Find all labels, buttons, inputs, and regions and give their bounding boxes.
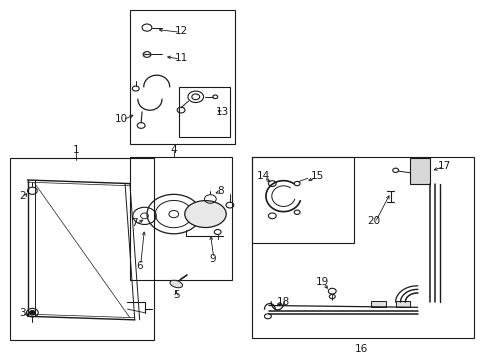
Text: 11: 11 xyxy=(174,53,187,63)
Bar xyxy=(251,157,353,243)
Text: 12: 12 xyxy=(174,26,187,36)
Text: 8: 8 xyxy=(216,186,223,196)
Bar xyxy=(10,158,154,339)
Text: 4: 4 xyxy=(170,144,177,154)
Text: 7: 7 xyxy=(131,218,138,228)
Ellipse shape xyxy=(184,201,226,228)
Text: 1: 1 xyxy=(73,144,80,154)
Bar xyxy=(130,10,234,144)
Text: 3: 3 xyxy=(20,308,26,318)
Text: 13: 13 xyxy=(216,107,229,117)
Text: 19: 19 xyxy=(315,277,328,287)
Text: 17: 17 xyxy=(437,161,450,171)
Bar xyxy=(130,157,232,280)
Text: 5: 5 xyxy=(173,290,179,300)
Bar xyxy=(395,301,409,307)
Bar xyxy=(178,87,229,137)
Circle shape xyxy=(29,311,35,315)
Text: 2: 2 xyxy=(20,191,26,201)
Text: 15: 15 xyxy=(310,171,324,181)
Bar xyxy=(370,301,385,307)
Bar xyxy=(409,158,429,184)
Text: 10: 10 xyxy=(115,114,128,124)
Text: 18: 18 xyxy=(276,297,289,307)
Text: 16: 16 xyxy=(354,343,367,354)
Bar xyxy=(251,157,473,338)
Text: 20: 20 xyxy=(366,216,380,226)
Text: 14: 14 xyxy=(256,171,269,181)
Text: 9: 9 xyxy=(209,254,216,264)
Text: 6: 6 xyxy=(136,261,142,271)
Ellipse shape xyxy=(170,280,182,288)
